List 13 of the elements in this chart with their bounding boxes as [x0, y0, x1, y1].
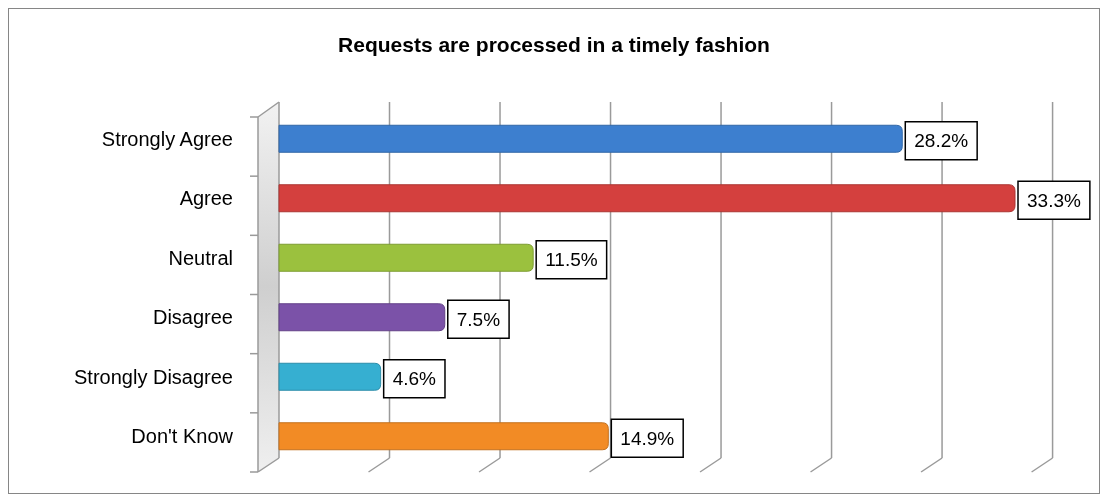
- data-label: 4.6%: [392, 368, 437, 390]
- y-tick-label: Strongly Agree: [101, 127, 233, 150]
- data-label: 28.2%: [914, 130, 969, 152]
- y-tick-label: Strongly Disagree: [74, 365, 233, 388]
- y-tick-label: Don't Know: [131, 425, 234, 448]
- data-label: 11.5%: [545, 249, 598, 271]
- y-tick-label: Agree: [179, 187, 233, 210]
- y-tick-label: Neutral: [168, 246, 233, 269]
- data-label: 33.3%: [1027, 189, 1081, 211]
- chart-title: Requests are processed in a timely fashion: [338, 33, 770, 56]
- data-label: 7.5%: [456, 308, 501, 330]
- data-label: 14.9%: [620, 427, 675, 449]
- y-tick-label: Disagree: [152, 306, 233, 329]
